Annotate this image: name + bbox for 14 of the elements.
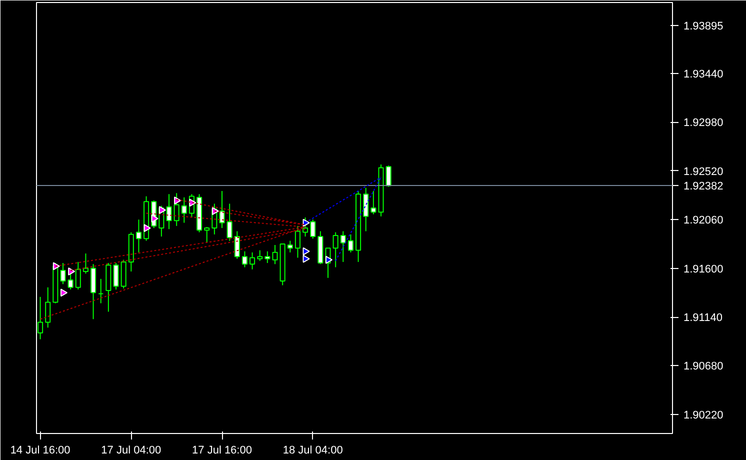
y-tick-label: 1.91140 <box>684 312 722 324</box>
x-tick-label: 17 Jul 16:00 <box>192 444 252 456</box>
x-tick-label: 17 Jul 04:00 <box>101 444 162 456</box>
y-tick-label: 1.92520 <box>684 166 724 178</box>
y-tick-label: 1.92980 <box>684 117 724 130</box>
y-tick-label: 1.92060 <box>684 214 724 227</box>
y-tick-label: 1.90220 <box>684 409 724 422</box>
x-tick-label: 18 Jul 04:00 <box>282 444 343 456</box>
x-tick-label: 14 Jul 16:00 <box>10 444 70 456</box>
y-tick-label: 1.90680 <box>684 360 724 373</box>
y-tick-label: 1.91600 <box>684 263 724 276</box>
ref-line-label: 1.92382 <box>684 180 724 192</box>
y-tick-label: 1.93895 <box>684 20 724 32</box>
y-tick-label: 1.93440 <box>684 68 724 80</box>
